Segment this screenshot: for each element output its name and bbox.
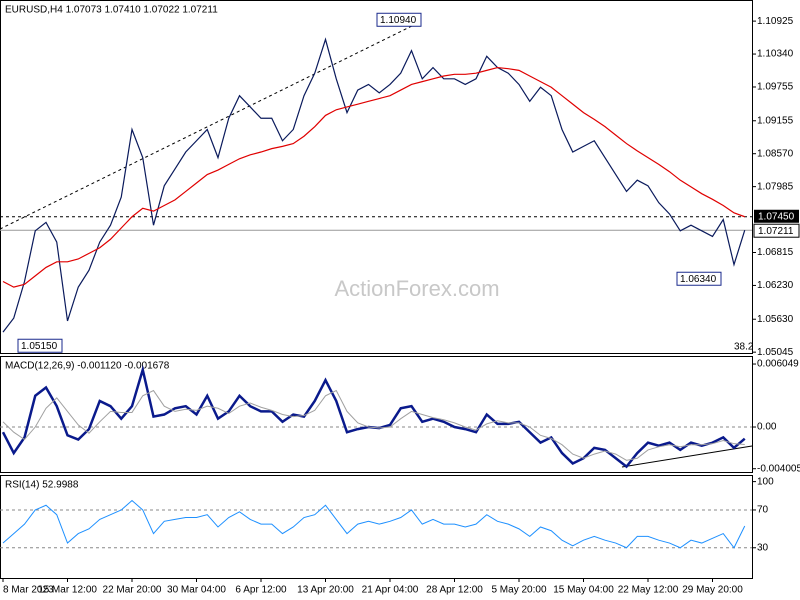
- price-label: 1.05150: [21, 341, 58, 352]
- y-tick-label: 100: [757, 476, 774, 487]
- price-box: [753, 223, 800, 238]
- price-label: 1.07211: [758, 226, 794, 237]
- y-tick-label: 1.05630: [757, 314, 794, 325]
- watermark: ActionForex.com: [334, 276, 499, 301]
- price-label: 1.10940: [380, 15, 417, 26]
- panel-title: EURUSD,H4 1.07073 1.07410 1.07022 1.0721…: [5, 5, 218, 16]
- y-tick-label: 1.10925: [757, 16, 794, 27]
- price-label-box: [676, 271, 722, 286]
- y-tick-label: 70: [757, 505, 769, 516]
- x-tick-label: 28 Apr 12:00: [426, 585, 483, 596]
- y-tick-label: 1.06815: [757, 247, 794, 258]
- x-tick-label: 21 Apr 04:00: [362, 585, 419, 596]
- level-box: [754, 209, 799, 223]
- series-line: [2, 499, 746, 549]
- x-tick-label: 22 Mar 20:00: [103, 585, 162, 596]
- x-tick-label: 29 May 20:00: [682, 585, 743, 596]
- series-line: [2, 389, 745, 461]
- level-label: 1.07450: [758, 211, 795, 222]
- x-tick-label: 22 May 12:00: [618, 585, 679, 596]
- y-tick-label: 0.006049: [757, 359, 799, 370]
- y-tick-label: 1.06230: [757, 280, 794, 291]
- y-tick-label: 1.10340: [757, 49, 794, 60]
- price-label-box: [17, 338, 63, 353]
- price-label: 1.06340: [680, 274, 717, 285]
- price-label-box: [376, 12, 422, 27]
- y-tick-label: 30: [757, 542, 769, 553]
- panel-title: RSI(14) 52.9988: [5, 480, 79, 491]
- y-tick-label: 1.08570: [757, 148, 794, 159]
- y-tick-label: -0.004005: [757, 463, 800, 474]
- x-tick-label: 5 May 20:00: [491, 585, 546, 596]
- y-tick-label: 1.09755: [757, 82, 794, 93]
- rsi-panel: [0, 475, 753, 579]
- macd-trend-line: [621, 445, 753, 468]
- trend-line: [0, 21, 421, 230]
- x-tick-label: 8 Mar 2023: [3, 585, 54, 596]
- x-tick-label: 13 Apr 20:00: [297, 585, 354, 596]
- y-tick-label: 1.05045: [757, 347, 794, 358]
- macd-panel: [0, 356, 753, 473]
- series-line: [2, 37, 746, 333]
- y-tick-label: 0.00: [757, 422, 777, 433]
- x-tick-label: 30 Mar 04:00: [167, 585, 226, 596]
- series-line: [2, 66, 745, 288]
- panel-title: MACD(12,26,9) -0.001120 -0.001678: [5, 361, 170, 372]
- x-tick-label: 6 Apr 12:00: [235, 585, 287, 596]
- y-tick-label: 1.07985: [757, 181, 794, 192]
- y-tick-label: 1.09155: [757, 115, 794, 126]
- fib-label: 38.2: [734, 342, 754, 353]
- x-tick-label: 15 May 04:00: [553, 585, 614, 596]
- main-panel: [0, 0, 753, 354]
- x-tick-label: 15 Mar 12:00: [38, 585, 97, 596]
